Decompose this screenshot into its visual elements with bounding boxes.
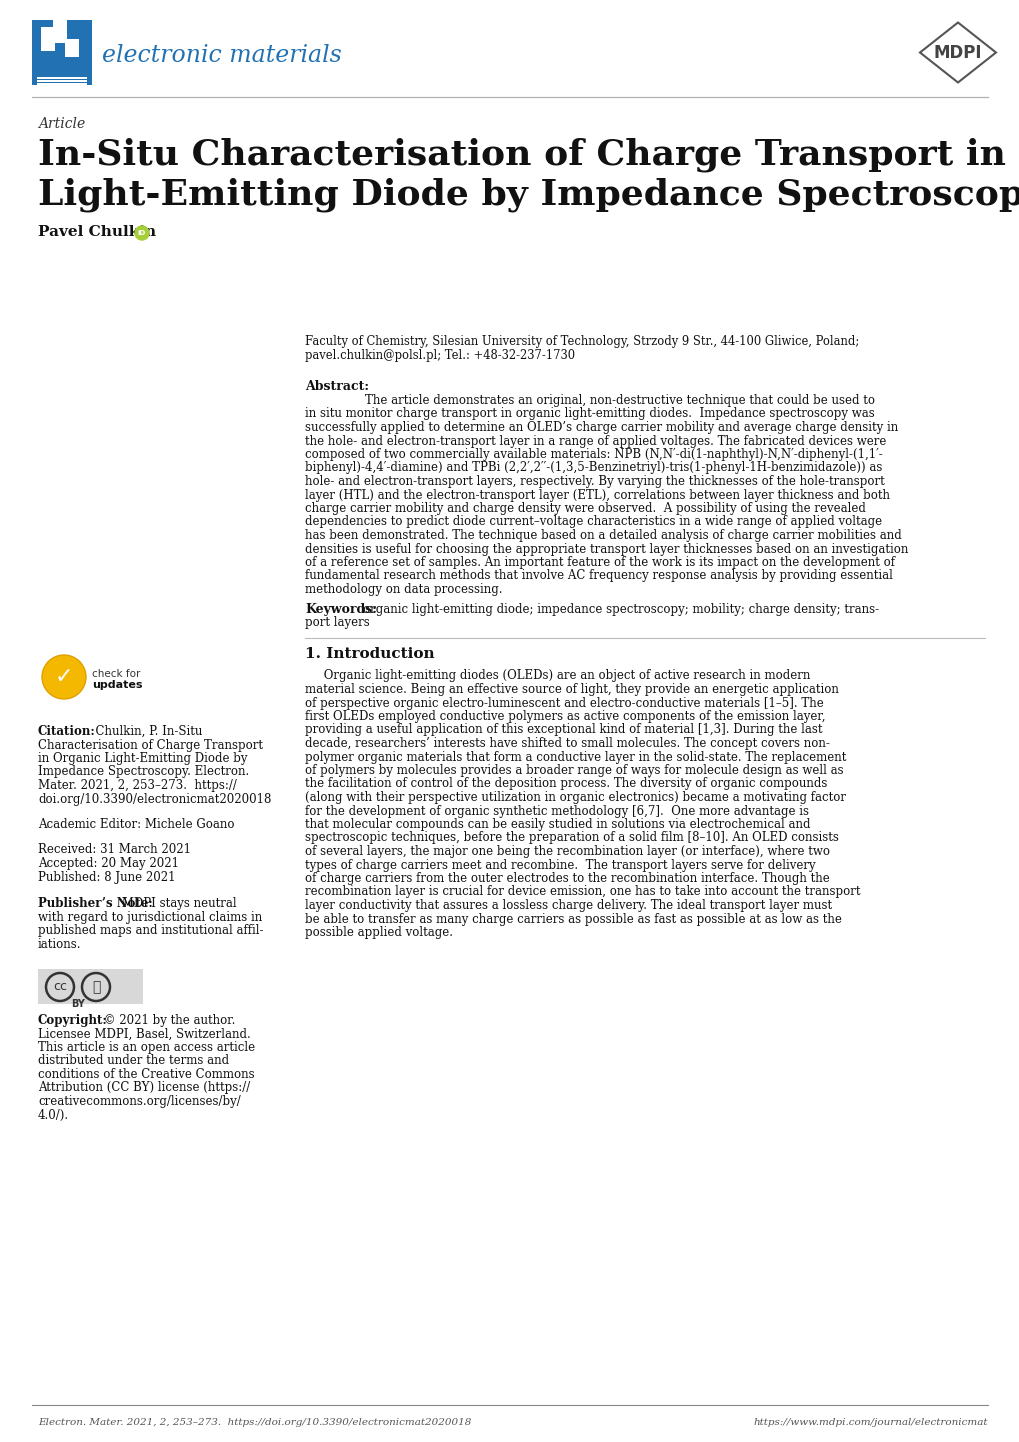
Text: providing a useful application of this exceptional kind of material [1,3]. Durin: providing a useful application of this e… [305, 724, 821, 737]
Text: Article: Article [38, 117, 86, 131]
Text: Accepted: 20 May 2021: Accepted: 20 May 2021 [38, 857, 178, 870]
Bar [32, 20, 92, 85]
Text: distributed under the terms and: distributed under the terms and [38, 1054, 229, 1067]
Bar [37, 84, 87, 85]
Text: possible applied voltage.: possible applied voltage. [305, 926, 452, 939]
Text: doi.org/10.3390/electronicmat2020018: doi.org/10.3390/electronicmat2020018 [38, 793, 271, 806]
Text: hole- and electron-transport layers, respectively. By varying the thicknesses of: hole- and electron-transport layers, res… [305, 474, 883, 487]
Text: of a reference set of samples. An important feature of the work is its impact on: of a reference set of samples. An import… [305, 557, 894, 570]
Circle shape [42, 655, 86, 699]
Text: the facilitation of control of the deposition process. The diversity of organic : the facilitation of control of the depos… [305, 777, 826, 790]
Text: © 2021 by the author.: © 2021 by the author. [100, 1014, 235, 1027]
Text: of charge carriers from the outer electrodes to the recombination interface. Tho: of charge carriers from the outer electr… [305, 872, 828, 885]
Text: 4.0/).: 4.0/). [38, 1109, 69, 1122]
Text: conditions of the Creative Commons: conditions of the Creative Commons [38, 1069, 255, 1082]
Text: Copyright:: Copyright: [38, 1014, 108, 1027]
Text: Published: 8 June 2021: Published: 8 June 2021 [38, 871, 175, 884]
Text: Organic light-emitting diodes (OLEDs) are an object of active research in modern: Organic light-emitting diodes (OLEDs) ar… [305, 669, 809, 682]
Text: in situ monitor charge transport in organic light-emitting diodes.  Impedance sp: in situ monitor charge transport in orga… [305, 408, 874, 421]
Text: recombination layer is crucial for device emission, one has to take into account: recombination layer is crucial for devic… [305, 885, 860, 898]
Text: 👤: 👤 [92, 981, 100, 994]
Text: electronic materials: electronic materials [102, 45, 341, 66]
Text: This article is an open access article: This article is an open access article [38, 1041, 255, 1054]
Text: in Organic Light-Emitting Diode by: in Organic Light-Emitting Diode by [38, 751, 248, 766]
Text: Pavel Chulkin: Pavel Chulkin [38, 225, 156, 239]
Text: Characterisation of Charge Transport: Characterisation of Charge Transport [38, 738, 263, 751]
Text: Mater. 2021, 2, 253–273.  https://: Mater. 2021, 2, 253–273. https:// [38, 779, 236, 792]
Text: ✓: ✓ [55, 668, 73, 686]
Bar [37, 89, 87, 91]
Text: successfully applied to determine an OLED’s charge carrier mobility and average : successfully applied to determine an OLE… [305, 421, 898, 434]
Text: decade, researchers’ interests have shifted to small molecules. The concept cove: decade, researchers’ interests have shif… [305, 737, 829, 750]
Bar [53, 12, 67, 43]
Text: Chulkin, P. In-Situ: Chulkin, P. In-Situ [88, 725, 202, 738]
Bar [37, 87, 87, 88]
Text: port layers: port layers [305, 616, 370, 629]
Text: be able to transfer as many charge carriers as possible as fast as possible at a: be able to transfer as many charge carri… [305, 913, 841, 926]
Text: charge carrier mobility and charge density were observed.  A possibility of usin: charge carrier mobility and charge densi… [305, 502, 865, 515]
Text: of polymers by molecules provides a broader range of ways for molecule design as: of polymers by molecules provides a broa… [305, 764, 843, 777]
Text: layer conductivity that assures a lossless charge delivery. The ideal transport : layer conductivity that assures a lossle… [305, 898, 832, 911]
Text: iD: iD [138, 231, 146, 236]
Text: fundamental research methods that involve AC frequency response analysis by prov: fundamental research methods that involv… [305, 570, 892, 583]
Text: Attribution (CC BY) license (https://: Attribution (CC BY) license (https:// [38, 1082, 250, 1094]
Text: creativecommons.org/licenses/by/: creativecommons.org/licenses/by/ [38, 1094, 240, 1107]
Bar [37, 76, 87, 79]
Text: Keywords:: Keywords: [305, 603, 376, 616]
Text: of several layers, the major one being the recombination layer (or interface), w: of several layers, the major one being t… [305, 845, 829, 858]
Text: published maps and institutional affil-: published maps and institutional affil- [38, 924, 263, 937]
Text: with regard to jurisdictional claims in: with regard to jurisdictional claims in [38, 910, 262, 923]
Text: has been demonstrated. The technique based on a detailed analysis of charge carr: has been demonstrated. The technique bas… [305, 529, 901, 542]
Text: cc: cc [53, 981, 67, 994]
Text: for the development of organic synthetic methodology [6,7].  One more advantage : for the development of organic synthetic… [305, 805, 808, 818]
Text: https://www.mdpi.com/journal/electronicmat: https://www.mdpi.com/journal/electronicm… [753, 1417, 987, 1428]
Text: types of charge carriers meet and recombine.  The transport layers serve for del: types of charge carriers meet and recomb… [305, 858, 815, 871]
Text: check for: check for [92, 669, 141, 679]
Text: material science. Being an effective source of light, they provide an energetic : material science. Being an effective sou… [305, 684, 838, 696]
Text: In-Situ Characterisation of Charge Transport in Organic: In-Situ Characterisation of Charge Trans… [38, 137, 1019, 172]
Text: Impedance Spectroscopy. Electron.: Impedance Spectroscopy. Electron. [38, 766, 249, 779]
Text: organic light-emitting diode; impedance spectroscopy; mobility; charge density; : organic light-emitting diode; impedance … [363, 603, 878, 616]
Text: (along with their perspective utilization in organic electronics) became a motiv: (along with their perspective utilizatio… [305, 792, 845, 805]
Text: 1. Introduction: 1. Introduction [305, 647, 434, 662]
Text: that molecular compounds can be easily studied in solutions via electrochemical : that molecular compounds can be easily s… [305, 818, 810, 831]
Bar [41, 27, 55, 50]
Text: polymer organic materials that form a conductive layer in the solid-state. The r: polymer organic materials that form a co… [305, 750, 846, 763]
Text: Citation:: Citation: [38, 725, 96, 738]
Text: Faculty of Chemistry, Silesian University of Technology, Strzody 9 Str., 44-100 : Faculty of Chemistry, Silesian Universit… [305, 335, 858, 348]
Text: The article demonstrates an original, non-destructive technique that could be us: The article demonstrates an original, no… [365, 394, 874, 407]
Text: first OLEDs employed conductive polymers as active components of the emission la: first OLEDs employed conductive polymers… [305, 709, 824, 722]
Bar [37, 79, 87, 82]
Text: spectroscopic techniques, before the preparation of a solid film [8–10]. An OLED: spectroscopic techniques, before the pre… [305, 832, 838, 845]
Text: dependencies to predict diode current–voltage characteristics in a wide range of: dependencies to predict diode current–vo… [305, 515, 881, 529]
Text: Electron. Mater. 2021, 2, 253–273.  https://doi.org/10.3390/electronicmat2020018: Electron. Mater. 2021, 2, 253–273. https… [38, 1417, 471, 1428]
Text: Abstract:: Abstract: [305, 381, 369, 394]
Text: MDPI: MDPI [932, 43, 981, 62]
Text: layer (HTL) and the electron-transport layer (ETL), correlations between layer t: layer (HTL) and the electron-transport l… [305, 489, 890, 502]
Circle shape [135, 226, 149, 239]
Text: Received: 31 March 2021: Received: 31 March 2021 [38, 844, 191, 857]
Text: iations.: iations. [38, 937, 82, 950]
Text: methodology on data processing.: methodology on data processing. [305, 583, 502, 596]
Text: Academic Editor: Michele Goano: Academic Editor: Michele Goano [38, 818, 234, 831]
Text: densities is useful for choosing the appropriate transport layer thicknesses bas: densities is useful for choosing the app… [305, 542, 908, 555]
Text: Licensee MDPI, Basel, Switzerland.: Licensee MDPI, Basel, Switzerland. [38, 1028, 251, 1041]
Text: the hole- and electron-transport layer in a range of applied voltages. The fabri: the hole- and electron-transport layer i… [305, 434, 886, 447]
Text: updates: updates [92, 681, 143, 691]
Text: composed of two commercially available materials: NPB (N,N′-di(1-naphthyl)-N,N′-: composed of two commercially available m… [305, 448, 881, 461]
Text: BY: BY [71, 999, 85, 1009]
Text: biphenyl)-4,4′-diamine) and TPBi (2,2′,2′′-(1,3,5-Benzinetriy​l)-tris(1-phenyl-1: biphenyl)-4,4′-diamine) and TPBi (2,2′,2… [305, 461, 881, 474]
Text: Publisher’s Note:: Publisher’s Note: [38, 897, 153, 910]
Bar [38, 969, 143, 1004]
Text: MDPI stays neutral: MDPI stays neutral [118, 897, 236, 910]
Text: Light-Emitting Diode by Impedance Spectroscopy: Light-Emitting Diode by Impedance Spectr… [38, 177, 1019, 212]
Bar [65, 39, 78, 58]
Text: pavel.chulkin@polsl.pl; Tel.: +48-32-237-1730: pavel.chulkin@polsl.pl; Tel.: +48-32-237… [305, 349, 575, 362]
Text: of perspective organic electro-luminescent and electro-conductive materials [1–5: of perspective organic electro-luminesce… [305, 696, 823, 709]
